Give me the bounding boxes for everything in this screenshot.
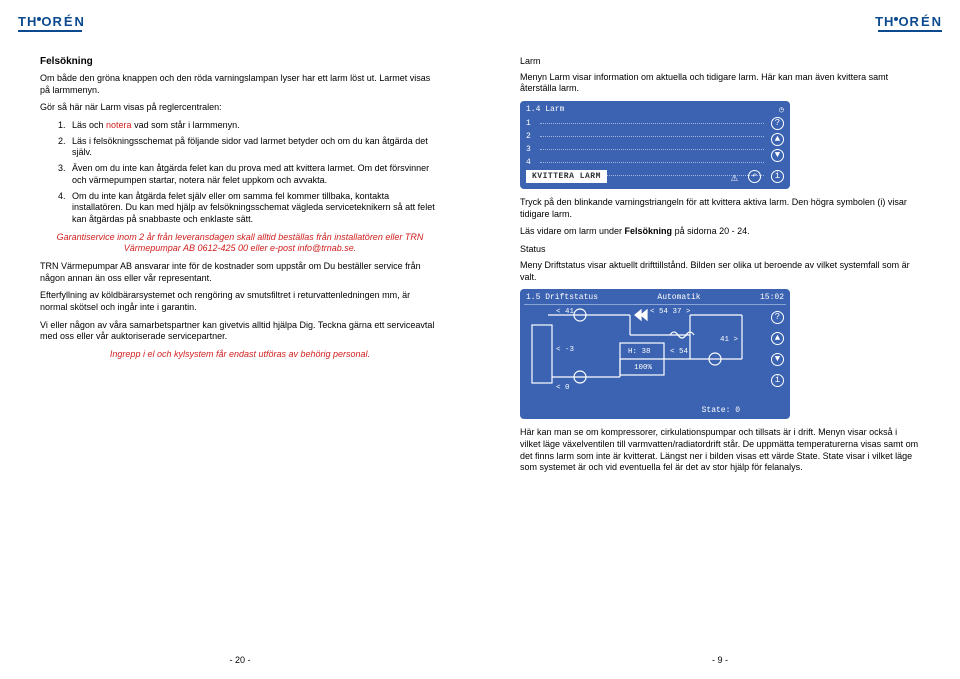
left-p3: Vi eller någon av våra samarbetspartner … (40, 320, 440, 343)
help-icon: ? (771, 117, 784, 130)
logo-underline-left (18, 30, 82, 32)
page-left: THORÉN Felsökning Om både den gröna knap… (0, 0, 480, 679)
page-number-right: - 9 - (480, 655, 960, 665)
list-item: 4. Om du inte kan åtgärda felet själv el… (58, 191, 440, 226)
reading-mid-left: < -3 (556, 346, 575, 354)
li-text: Om du inte kan åtgärda felet själv eller… (72, 191, 440, 226)
reading-h: H: 38 (628, 348, 651, 356)
status-schematic: < 41 < 54 37 > < -3 H: 38 < 54 100% < 0 … (520, 305, 760, 413)
right-content: Larm Menyn Larm visar information om akt… (520, 56, 920, 474)
status-titlebar: 1.5 Driftstatus Automatik 15:02 (520, 289, 790, 304)
left-ordered-list: 1. Läs och notera vad som står i larmmen… (58, 120, 440, 226)
li-num: 2. (58, 136, 72, 159)
larm-p1: Tryck på den blinkande varningstriangeln… (520, 197, 920, 220)
reading-100: 100% (634, 364, 653, 372)
left-p1: TRN Värmepumpar AB ansvarar inte för de … (40, 261, 440, 284)
warranty-note: Garantiservice inom 2 år från leveransda… (54, 232, 426, 255)
down-icon: ▼ (771, 353, 784, 366)
page-right: THORÉN Larm Menyn Larm visar information… (480, 0, 960, 679)
list-item: 2. Läs i felsökningsschemat på följande … (58, 136, 440, 159)
back-icon: ↶ (748, 170, 761, 183)
left-intro2: Gör så här när Larm visas på reglercentr… (40, 102, 440, 114)
clock-icon: ◷ (779, 105, 784, 115)
li-text: Läs i felsökningsschemat på följande sid… (72, 136, 440, 159)
left-intro1: Om både den gröna knappen och den röda v… (40, 73, 440, 96)
up-icon: ▲ (771, 332, 784, 345)
info-icon: i (771, 170, 784, 183)
li-text: Även om du inte kan åtgärda felet kan du… (72, 163, 440, 186)
kvittera-button[interactable]: KVITTERA LARM (526, 170, 607, 183)
status-title-mid: Automatik (598, 293, 760, 302)
brand-logo-right: THORÉN (875, 14, 942, 29)
left-content: Felsökning Om både den gröna knappen och… (40, 56, 440, 361)
reading-top-left: < 41 (556, 308, 575, 316)
reading-coil: 41 > (720, 336, 739, 344)
page-number-left: - 20 - (0, 655, 480, 665)
status-side-icons: ? ▲ ▼ i (771, 311, 784, 387)
display-title: 1.4 Larm (526, 105, 564, 115)
li-num: 4. (58, 191, 72, 226)
li-num: 3. (58, 163, 72, 186)
list-item: 1. Läs och notera vad som står i larmmen… (58, 120, 440, 132)
left-p2: Efterfyllning av köldbärarsystemet och r… (40, 290, 440, 313)
status-title-time: 15:02 (760, 293, 784, 302)
logo-underline-right (878, 30, 942, 32)
list-item: 3. Även om du inte kan åtgärda felet kan… (58, 163, 440, 186)
status-title-left: 1.5 Driftstatus (526, 293, 598, 302)
display-side-icons: ? ▲ ▼ (771, 117, 784, 162)
reading-top-right: < 54 37 > (650, 308, 691, 316)
reading-low-left: < 0 (556, 384, 570, 392)
larm-intro: Menyn Larm visar information om aktuella… (520, 72, 920, 95)
li-text: Läs och notera vad som står i larmmenyn. (72, 120, 240, 132)
warning-icon: ⚠ (731, 170, 738, 185)
brand-logo-left: THORÉN (18, 14, 85, 29)
down-icon: ▼ (771, 149, 784, 162)
final-warning: Ingrepp i el och kylsystem får endast ut… (54, 349, 426, 361)
reading-54: < 54 (670, 348, 689, 356)
larm-heading: Larm (520, 56, 920, 68)
info-icon: i (771, 374, 784, 387)
left-title: Felsökning (40, 56, 440, 67)
status-paragraph: Här kan man se om kompressorer, cirkulat… (520, 427, 920, 474)
larm-display: 1.4 Larm ◷ 1 2 3 4 5 ? ▲ ▼ KVITTERA LARM… (520, 101, 790, 189)
state-label: State: 0 (702, 406, 740, 415)
li-num: 1. (58, 120, 72, 132)
status-display: 1.5 Driftstatus Automatik 15:02 (520, 289, 790, 419)
larm-p2: Läs vidare om larm under Felsökning på s… (520, 226, 920, 238)
up-icon: ▲ (771, 133, 784, 146)
status-heading: Status (520, 244, 920, 256)
status-intro: Meny Driftstatus visar aktuellt drifttil… (520, 260, 920, 283)
help-icon: ? (771, 311, 784, 324)
bottom-icons: ⚠ ↶ i (731, 170, 784, 185)
display-titlebar: 1.4 Larm ◷ (526, 105, 784, 115)
